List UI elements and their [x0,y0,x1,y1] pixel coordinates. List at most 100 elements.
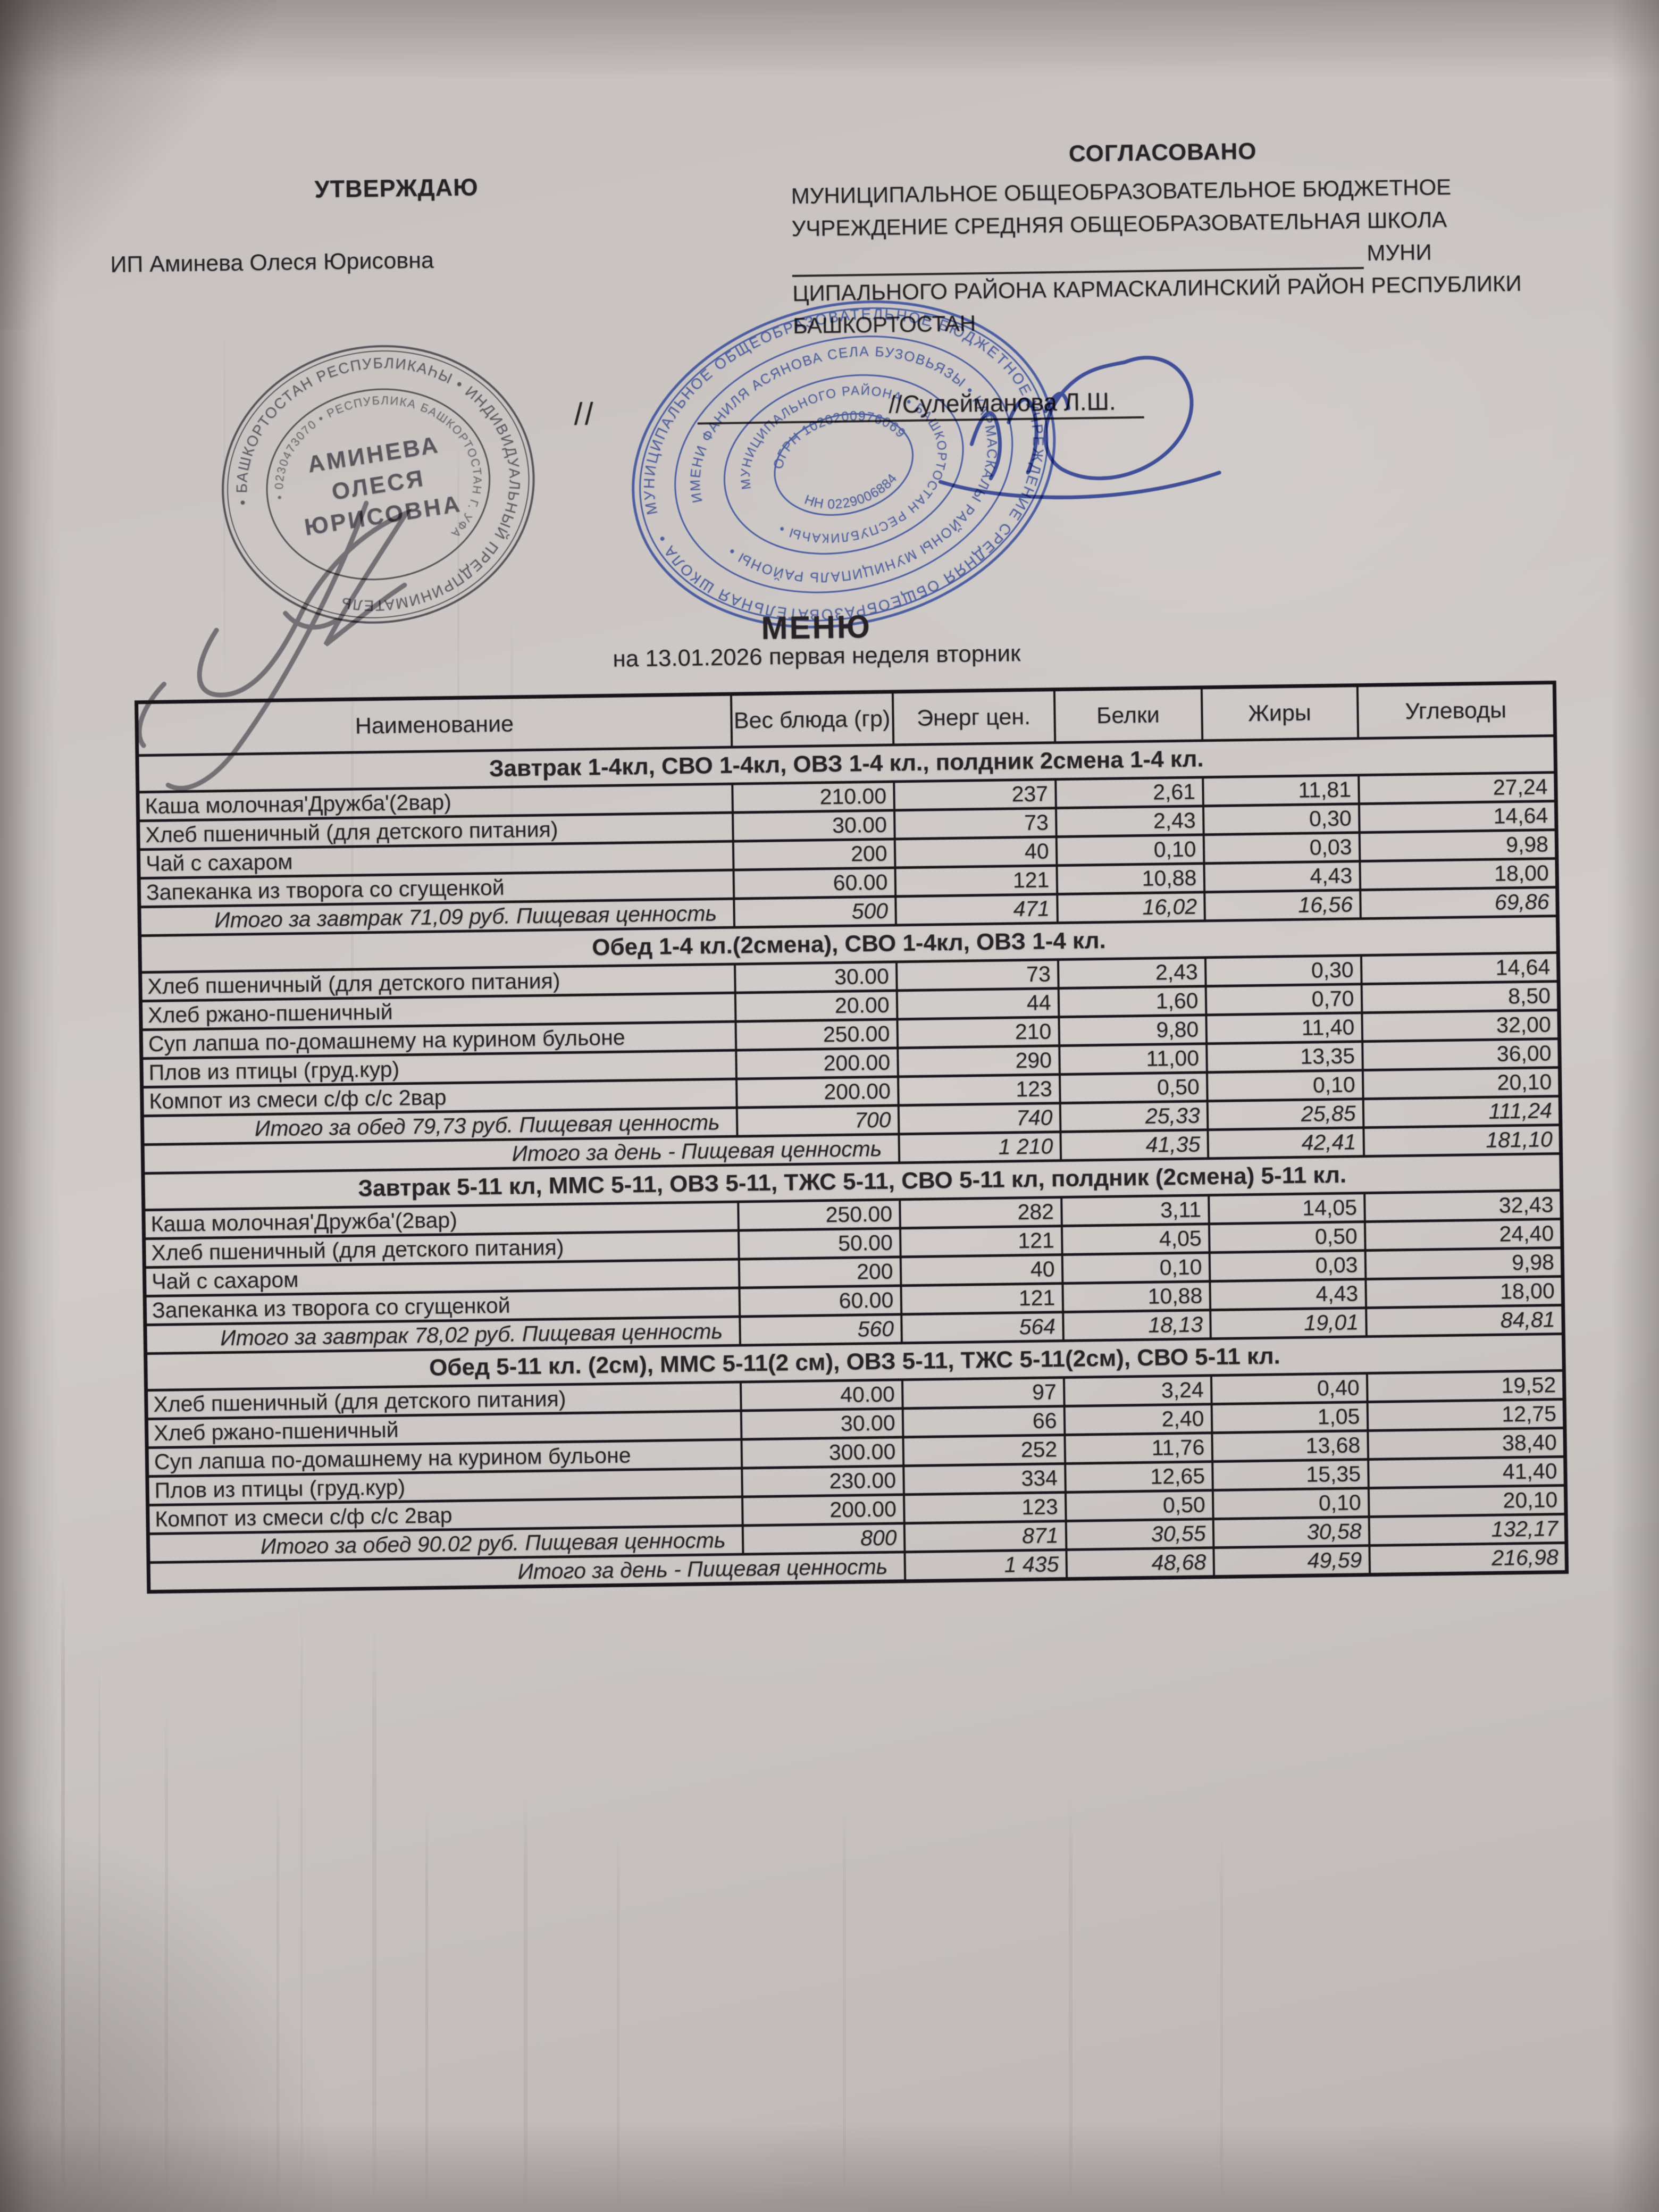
cell-value: 11,81 [1202,775,1359,806]
cell-value: 30.00 [734,961,897,993]
cell-value: 9,80 [1058,1015,1206,1046]
cell-value: 800 [742,1523,904,1555]
cell-value: 42,41 [1207,1127,1364,1159]
cell-value: 14,64 [1361,952,1559,984]
cell-value: 12,65 [1065,1461,1213,1493]
cell-value: 18,00 [1365,1276,1563,1308]
cell-value: 0,50 [1065,1490,1213,1521]
cell-value: 0,30 [1203,803,1360,835]
cell-value: 0,50 [1059,1072,1208,1103]
cell-value: 334 [903,1463,1066,1495]
cell-value: 282 [899,1197,1062,1228]
cell-value: 13,68 [1211,1430,1368,1462]
cell-value: 132,17 [1369,1514,1566,1546]
cell-value: 11,40 [1205,1012,1362,1044]
cell-value: 30,55 [1066,1519,1213,1550]
cell-value: 237 [893,779,1056,810]
cell-value: 1,60 [1058,986,1206,1017]
cell-value: 0,10 [1062,1252,1210,1284]
cell-value: 36,00 [1362,1038,1560,1070]
cell-value: 200.00 [735,1048,898,1079]
cell-value: 8,50 [1361,981,1559,1013]
cell-value: 4,43 [1209,1279,1366,1310]
cell-value: 27,24 [1358,772,1556,804]
cell-value: 14,64 [1359,801,1557,833]
cell-value: 20,10 [1368,1485,1566,1517]
cell-value: 564 [901,1312,1063,1343]
director-signature-scribble [938,356,1221,499]
cell-value: 2,43 [1055,806,1204,837]
cell-value: 97 [902,1377,1065,1409]
cell-value: 15,35 [1212,1459,1369,1490]
cell-value: 32,00 [1361,1010,1560,1042]
cell-value: 216,98 [1369,1543,1567,1575]
oval-entrepreneur-stamp: • БАШКОРТОСТАН РЕСПУБЛИКАҺЫ • ИНДИВИДУАЛ… [215,334,541,634]
cell-value: 48,68 [1066,1547,1214,1579]
cell-value: 30,58 [1213,1516,1369,1548]
cell-value: 123 [903,1492,1066,1523]
column-header-0: Наименование [136,694,732,756]
approver-name: ИП Аминева Олеся Юрисовна [110,247,434,278]
approval-block-left: УТВЕРЖДАЮ ИП Аминева Олеся Юрисовна [109,171,685,278]
cell-value: 290 [897,1045,1060,1077]
cell-value: 20,10 [1362,1067,1561,1099]
cell-value: 0,10 [1206,1070,1363,1101]
cell-value: 10,88 [1056,863,1204,894]
cell-value: 0,03 [1209,1250,1365,1281]
approve-title: УТВЕРЖДАЮ [314,173,479,203]
cell-value: 250.00 [735,1019,898,1051]
cell-value: 66 [902,1406,1065,1437]
cell-value: 123 [898,1074,1060,1105]
cell-value: 73 [896,959,1059,991]
cell-value: 9,98 [1365,1247,1563,1279]
cell-value: 41,35 [1060,1129,1208,1161]
entrepreneur-signature-scribble [137,500,413,791]
cell-value: 200.00 [736,1076,899,1108]
cell-value: 560 [739,1314,902,1346]
cell-value: 11,00 [1059,1043,1207,1075]
cell-value: 1,05 [1211,1402,1368,1433]
cell-value: 700 [736,1105,899,1137]
cell-value: 2,40 [1064,1404,1212,1435]
cell-value: 3,11 [1061,1195,1209,1226]
cell-value: 9,98 [1359,830,1557,861]
column-header-1: Вес блюда (гр) [731,691,893,748]
cell-value: 60.00 [739,1285,901,1317]
cell-value: 0,50 [1209,1221,1365,1253]
cell-value: 250.00 [738,1199,900,1231]
cell-value: 18,13 [1062,1310,1211,1341]
cell-value: 210 [896,1017,1059,1048]
cell-value: 25,33 [1060,1101,1208,1132]
cell-value: 38,40 [1367,1428,1565,1460]
cell-value: 2,61 [1055,777,1203,808]
cell-value: 300.00 [741,1437,903,1469]
cell-value: 181,10 [1363,1125,1561,1157]
cell-value: 121 [900,1283,1063,1314]
cell-value: 0,40 [1211,1373,1368,1404]
cell-value: 500 [733,896,896,928]
cell-value: 50.00 [738,1228,901,1260]
cell-value: 40 [900,1254,1062,1286]
cell-value: 19,52 [1367,1370,1565,1402]
cell-value: 40 [894,836,1057,868]
cell-value: 4,43 [1203,861,1360,892]
cell-value: 73 [894,808,1057,839]
cell-value: 41,40 [1368,1456,1566,1488]
cell-value: 44 [896,988,1059,1019]
cell-value: 1 435 [904,1549,1067,1581]
cell-value: 121 [894,865,1057,896]
cell-value: 16,56 [1204,890,1361,921]
cell-value: 11,76 [1064,1432,1212,1464]
cell-value: 252 [902,1435,1065,1466]
cell-value: 2,43 [1058,957,1206,988]
cell-value: 740 [898,1103,1060,1134]
cell-value: 13,35 [1206,1041,1363,1073]
cell-value: 16,02 [1057,892,1205,923]
cell-value: 200 [739,1256,901,1288]
cell-value: 230.00 [741,1465,904,1497]
cell-value: 49,59 [1213,1545,1370,1577]
cell-value: 24,40 [1364,1219,1563,1251]
cell-value: 69,86 [1360,887,1558,919]
